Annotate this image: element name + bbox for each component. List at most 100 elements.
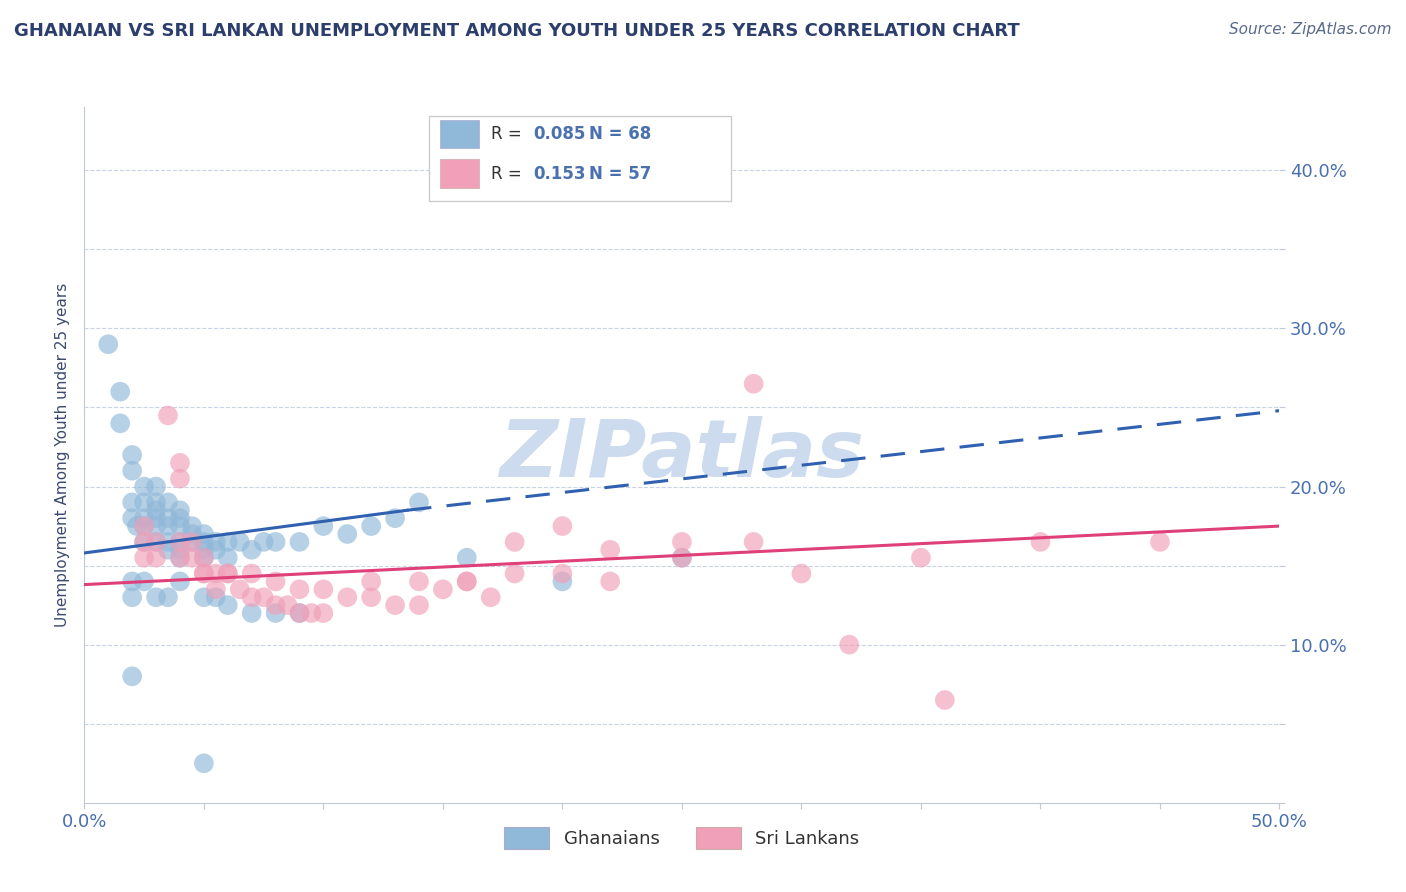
Point [121,574,143,589]
Text: GHANAIAN VS SRI LANKAN UNEMPLOYMENT AMONG YOUTH UNDER 25 YEARS CORRELATION CHART: GHANAIAN VS SRI LANKAN UNEMPLOYMENT AMON… [14,22,1019,40]
Text: Source: ZipAtlas.com: Source: ZipAtlas.com [1229,22,1392,37]
Point [217,566,239,581]
Point [193,566,215,581]
Point [503,534,526,549]
Point [217,566,239,581]
Legend: Ghanaians, Sri Lankans: Ghanaians, Sri Lankans [498,820,866,856]
Point [288,582,311,597]
Point [181,534,204,549]
Point [264,606,287,620]
Point [336,527,359,541]
Point [169,519,191,533]
Point [312,606,335,620]
Point [432,582,454,597]
Point [145,519,167,533]
Point [169,542,191,557]
Point [132,534,156,549]
Point [132,479,156,493]
Point [384,511,406,525]
Point [132,511,156,525]
Point [181,534,204,549]
Point [910,550,932,565]
Point [193,550,215,565]
Point [205,566,228,581]
Point [181,550,204,565]
Point [145,503,167,517]
Point [145,534,167,549]
Point [217,534,239,549]
Text: R =: R = [491,125,527,143]
Point [121,464,143,478]
Y-axis label: Unemployment Among Youth under 25 years: Unemployment Among Youth under 25 years [55,283,70,627]
Point [742,376,765,391]
Point [157,409,180,423]
Point [277,598,299,612]
Text: N = 68: N = 68 [589,125,651,143]
Point [145,479,167,493]
Point [838,638,860,652]
Point [132,574,156,589]
Point [169,574,191,589]
Point [456,574,478,589]
Point [205,534,228,549]
Point [125,519,148,533]
Point [193,534,215,549]
Point [193,542,215,557]
Point [408,495,430,509]
Point [671,550,693,565]
Point [193,527,215,541]
Point [240,606,263,620]
Point [360,591,382,605]
Point [479,591,502,605]
Point [169,534,191,549]
Point [217,550,239,565]
Point [169,550,191,565]
Point [312,519,335,533]
Point [264,534,287,549]
Point [934,693,956,707]
Point [145,550,167,565]
Point [169,534,191,549]
Point [193,566,215,581]
Point [145,511,167,525]
Point [264,598,287,612]
Point [193,591,215,605]
Point [205,591,228,605]
Point [1029,534,1052,549]
Point [551,519,574,533]
Point [671,550,693,565]
Point [240,542,263,557]
Point [145,534,167,549]
Point [253,534,276,549]
Point [157,542,180,557]
Point [157,495,180,509]
Point [671,534,693,549]
Point [456,550,478,565]
Point [157,511,180,525]
Point [169,456,191,470]
Point [110,417,132,431]
Point [503,566,526,581]
Point [132,534,156,549]
Point [551,574,574,589]
Point [551,566,574,581]
Point [408,598,430,612]
Point [145,591,167,605]
Point [1149,534,1171,549]
Point [336,591,359,605]
Point [360,574,382,589]
Point [132,550,156,565]
Point [288,606,311,620]
Point [169,472,191,486]
Point [145,495,167,509]
Point [121,669,143,683]
Text: 0.153: 0.153 [533,165,585,183]
Point [288,606,311,620]
Point [790,566,813,581]
Text: N = 57: N = 57 [589,165,651,183]
Point [312,582,335,597]
Point [456,574,478,589]
Point [169,503,191,517]
Text: ZIPatlas: ZIPatlas [499,416,865,494]
Point [205,542,228,557]
